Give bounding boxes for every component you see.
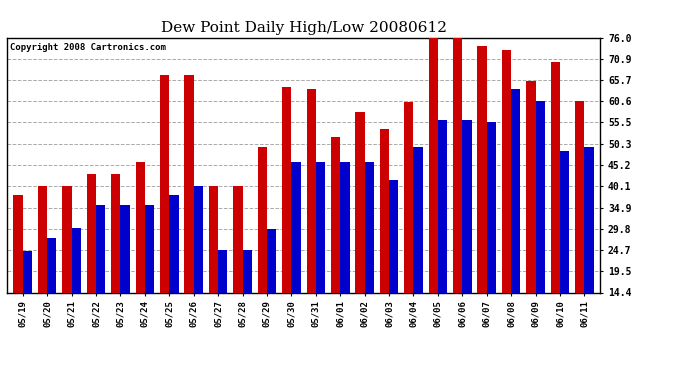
Bar xyxy=(194,186,203,292)
Bar xyxy=(413,147,423,292)
Bar xyxy=(560,152,569,292)
Bar xyxy=(243,250,252,292)
Bar xyxy=(47,238,57,292)
Bar xyxy=(184,75,194,292)
Bar xyxy=(306,89,316,292)
Bar xyxy=(111,174,121,292)
Bar xyxy=(340,162,350,292)
Bar xyxy=(291,162,301,292)
Bar xyxy=(535,101,545,292)
Bar xyxy=(316,162,325,292)
Text: Copyright 2008 Cartronics.com: Copyright 2008 Cartronics.com xyxy=(10,43,166,52)
Bar xyxy=(38,186,47,292)
Bar xyxy=(218,250,228,292)
Bar xyxy=(438,120,447,292)
Bar xyxy=(526,81,535,292)
Bar xyxy=(62,186,72,292)
Bar xyxy=(233,186,243,292)
Bar xyxy=(145,205,154,292)
Bar xyxy=(23,251,32,292)
Bar xyxy=(584,147,593,292)
Bar xyxy=(477,46,486,292)
Bar xyxy=(72,228,81,292)
Bar xyxy=(551,62,560,292)
Bar xyxy=(14,195,23,292)
Bar xyxy=(87,174,96,292)
Bar xyxy=(331,137,340,292)
Bar xyxy=(169,195,179,292)
Bar xyxy=(96,205,106,292)
Bar xyxy=(453,38,462,292)
Bar xyxy=(267,229,276,292)
Bar xyxy=(257,147,267,292)
Bar xyxy=(575,101,584,292)
Bar xyxy=(389,180,398,292)
Bar xyxy=(462,120,471,292)
Bar xyxy=(511,89,520,292)
Bar xyxy=(282,87,291,292)
Bar xyxy=(380,129,389,292)
Bar xyxy=(209,186,218,292)
Bar xyxy=(355,112,364,292)
Bar xyxy=(364,162,374,292)
Bar xyxy=(486,122,496,292)
Bar xyxy=(428,38,438,292)
Bar xyxy=(136,162,145,292)
Bar xyxy=(502,50,511,292)
Bar xyxy=(121,205,130,292)
Bar xyxy=(160,75,169,292)
Title: Dew Point Daily High/Low 20080612: Dew Point Daily High/Low 20080612 xyxy=(161,21,446,35)
Bar xyxy=(404,102,413,292)
